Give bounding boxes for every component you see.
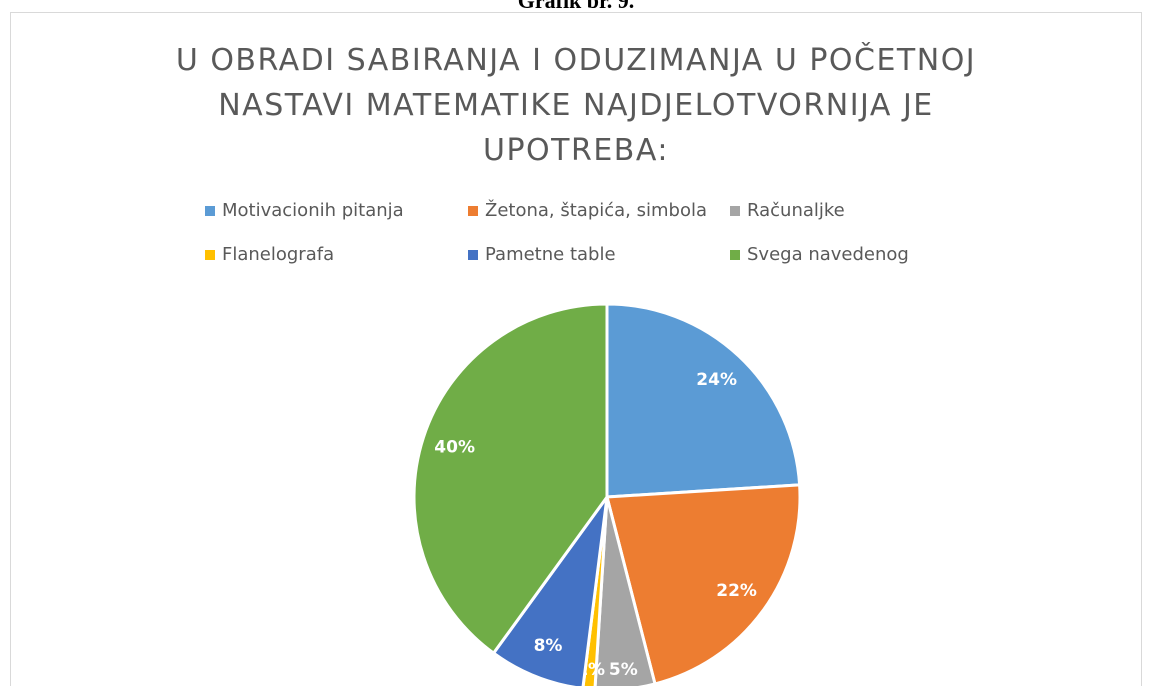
legend-swatch: [468, 206, 478, 216]
pie-slice: [412, 302, 609, 656]
data-label: 24%: [696, 370, 737, 390]
chart-frame: [10, 12, 1142, 686]
legend-swatch: [205, 250, 215, 260]
data-label: 40%: [434, 437, 475, 457]
legend-swatch: [468, 250, 478, 260]
legend-label: Flanelografa: [222, 244, 334, 265]
legend-swatch: [730, 250, 740, 260]
legend-label: Žetona, štapića, simbola: [485, 199, 707, 221]
pie-slice: [593, 496, 657, 686]
legend-swatch: [730, 206, 740, 216]
pie-slice: [491, 496, 609, 686]
data-label: 8%: [534, 636, 563, 656]
pie-slice: [605, 483, 802, 686]
legend-label: Pametne table: [485, 244, 616, 265]
caption: Grafik br. 9.: [517, 0, 635, 13]
data-label: 22%: [716, 581, 757, 601]
legend-label: Računaljke: [747, 200, 845, 221]
data-label: 5%: [609, 660, 638, 680]
pie-slice: [605, 302, 802, 499]
legend-label: Motivacionih pitanja: [222, 200, 404, 221]
legend-swatch: [205, 206, 215, 216]
chart-title: U OBRADI SABIRANJA I ODUZIMANJA U POČETN…: [175, 43, 977, 168]
legend-label: Svega navedenog: [747, 244, 909, 265]
